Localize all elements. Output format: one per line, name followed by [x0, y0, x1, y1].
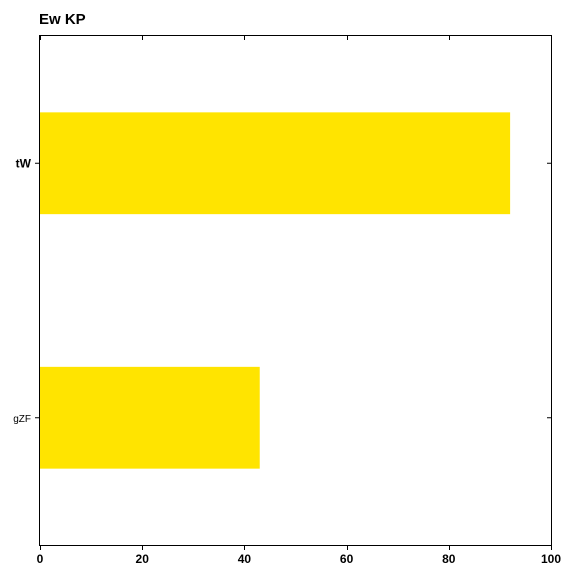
plot-frame: [39, 35, 552, 546]
bars-group: [40, 112, 511, 469]
bar-gZF: [40, 366, 260, 469]
x-tick-label-40: 40: [238, 552, 252, 566]
x-tick-label-0: 0: [37, 552, 44, 566]
chart-title: Ew KP: [39, 11, 86, 28]
bar-tW: [40, 112, 511, 215]
ticks-group: [35, 36, 552, 550]
y-tick-label-tW: tW: [16, 156, 32, 170]
x-tick-label-80: 80: [442, 552, 456, 566]
tick-labels-group: tW gZF 0 20 40 60 80 100: [13, 156, 561, 566]
y-tick-label-gZF: gZF: [13, 414, 31, 425]
x-tick-label-20: 20: [136, 552, 150, 566]
x-tick-label-60: 60: [340, 552, 354, 566]
x-tick-label-100: 100: [541, 552, 561, 566]
